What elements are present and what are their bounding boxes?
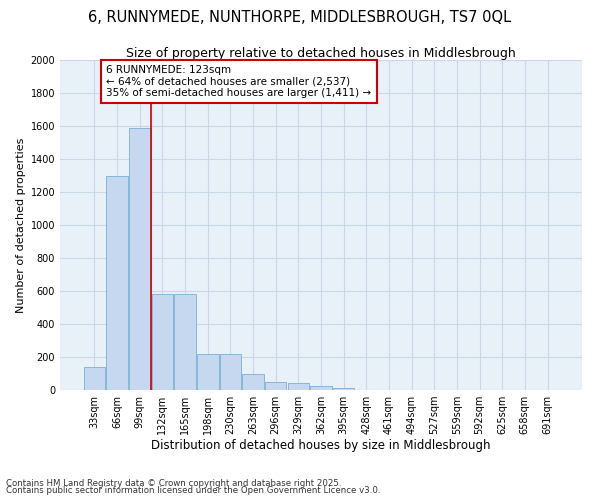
- Title: Size of property relative to detached houses in Middlesbrough: Size of property relative to detached ho…: [126, 47, 516, 60]
- Bar: [242, 374, 264, 390]
- Text: Contains HM Land Registry data © Crown copyright and database right 2025.: Contains HM Land Registry data © Crown c…: [6, 478, 341, 488]
- Bar: [333, 388, 355, 390]
- X-axis label: Distribution of detached houses by size in Middlesbrough: Distribution of detached houses by size …: [151, 438, 491, 452]
- Bar: [129, 128, 151, 390]
- Text: 6, RUNNYMEDE, NUNTHORPE, MIDDLESBROUGH, TS7 0QL: 6, RUNNYMEDE, NUNTHORPE, MIDDLESBROUGH, …: [88, 10, 512, 25]
- Text: 6 RUNNYMEDE: 123sqm
← 64% of detached houses are smaller (2,537)
35% of semi-det: 6 RUNNYMEDE: 123sqm ← 64% of detached ho…: [106, 65, 371, 98]
- Bar: [84, 367, 105, 390]
- Y-axis label: Number of detached properties: Number of detached properties: [16, 138, 26, 312]
- Bar: [287, 382, 309, 390]
- Bar: [175, 294, 196, 390]
- Bar: [220, 354, 241, 390]
- Bar: [152, 294, 173, 390]
- Text: Contains public sector information licensed under the Open Government Licence v3: Contains public sector information licen…: [6, 486, 380, 495]
- Bar: [106, 176, 128, 390]
- Bar: [310, 386, 332, 390]
- Bar: [197, 354, 218, 390]
- Bar: [265, 382, 286, 390]
